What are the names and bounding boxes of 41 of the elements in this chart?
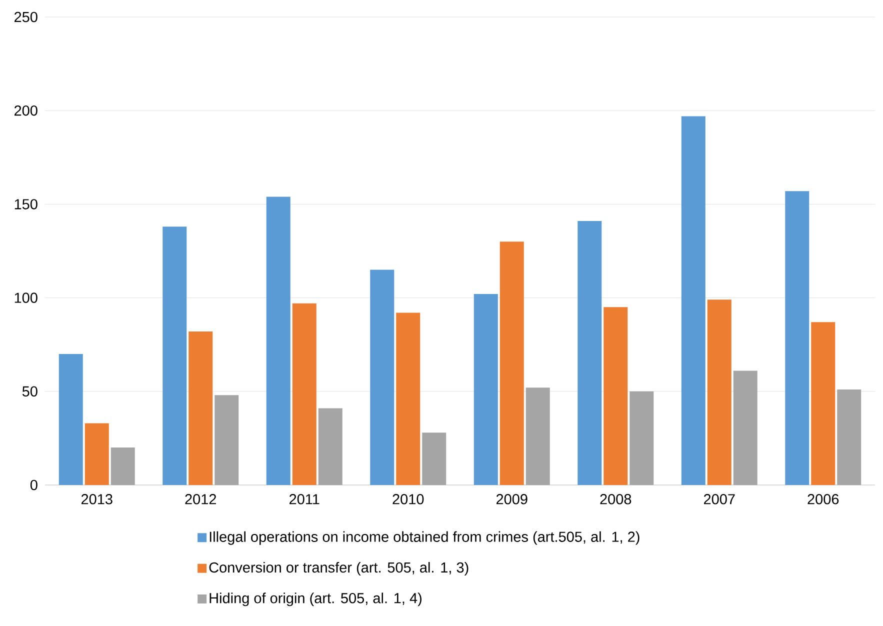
bar — [370, 270, 394, 485]
x-tick-label: 2008 — [600, 494, 632, 504]
bar — [266, 196, 290, 485]
y-tick-label: 50 — [22, 386, 38, 397]
bar — [474, 294, 498, 485]
y-tick-label: 150 — [14, 199, 38, 210]
legend-label: Illegal operations on income obtained from crimes (art.505, al. 1, 2) — [210, 531, 640, 545]
x-tick-label: 2006 — [808, 494, 839, 504]
bar — [214, 395, 239, 485]
bar — [630, 391, 654, 485]
bar — [162, 226, 187, 485]
bar — [188, 331, 213, 485]
x-tick-label: 2009 — [496, 494, 528, 504]
bar — [707, 300, 732, 485]
bar — [578, 221, 602, 485]
bar — [526, 388, 550, 485]
x-tick-label: 2013 — [81, 494, 112, 504]
bar — [733, 370, 758, 485]
y-tick-label: 0 — [30, 480, 38, 490]
bar — [422, 432, 446, 485]
bar — [500, 242, 524, 485]
bar — [292, 303, 316, 485]
bar — [396, 312, 420, 485]
legend-label: Conversion or transfer (art. 505, al. 1, 3) — [209, 562, 468, 576]
bar — [837, 390, 862, 485]
x-tick-label: 2007 — [704, 494, 735, 504]
bar — [811, 322, 836, 485]
bar — [681, 116, 706, 485]
bar — [318, 408, 342, 485]
bar — [84, 423, 109, 485]
bar — [58, 354, 83, 485]
y-tick-label: 250 — [14, 12, 38, 22]
bar — [785, 191, 810, 485]
legend-label: Hiding of origin (art. 505, al. 1, 4) — [210, 592, 422, 606]
y-tick-label: 200 — [14, 105, 38, 116]
bar — [604, 307, 628, 485]
x-tick-label: 2010 — [392, 494, 424, 504]
y-tick-label: 100 — [14, 292, 38, 303]
x-tick-label: 2011 — [290, 494, 320, 504]
bar — [110, 448, 135, 485]
x-tick-label: 2012 — [185, 494, 216, 504]
